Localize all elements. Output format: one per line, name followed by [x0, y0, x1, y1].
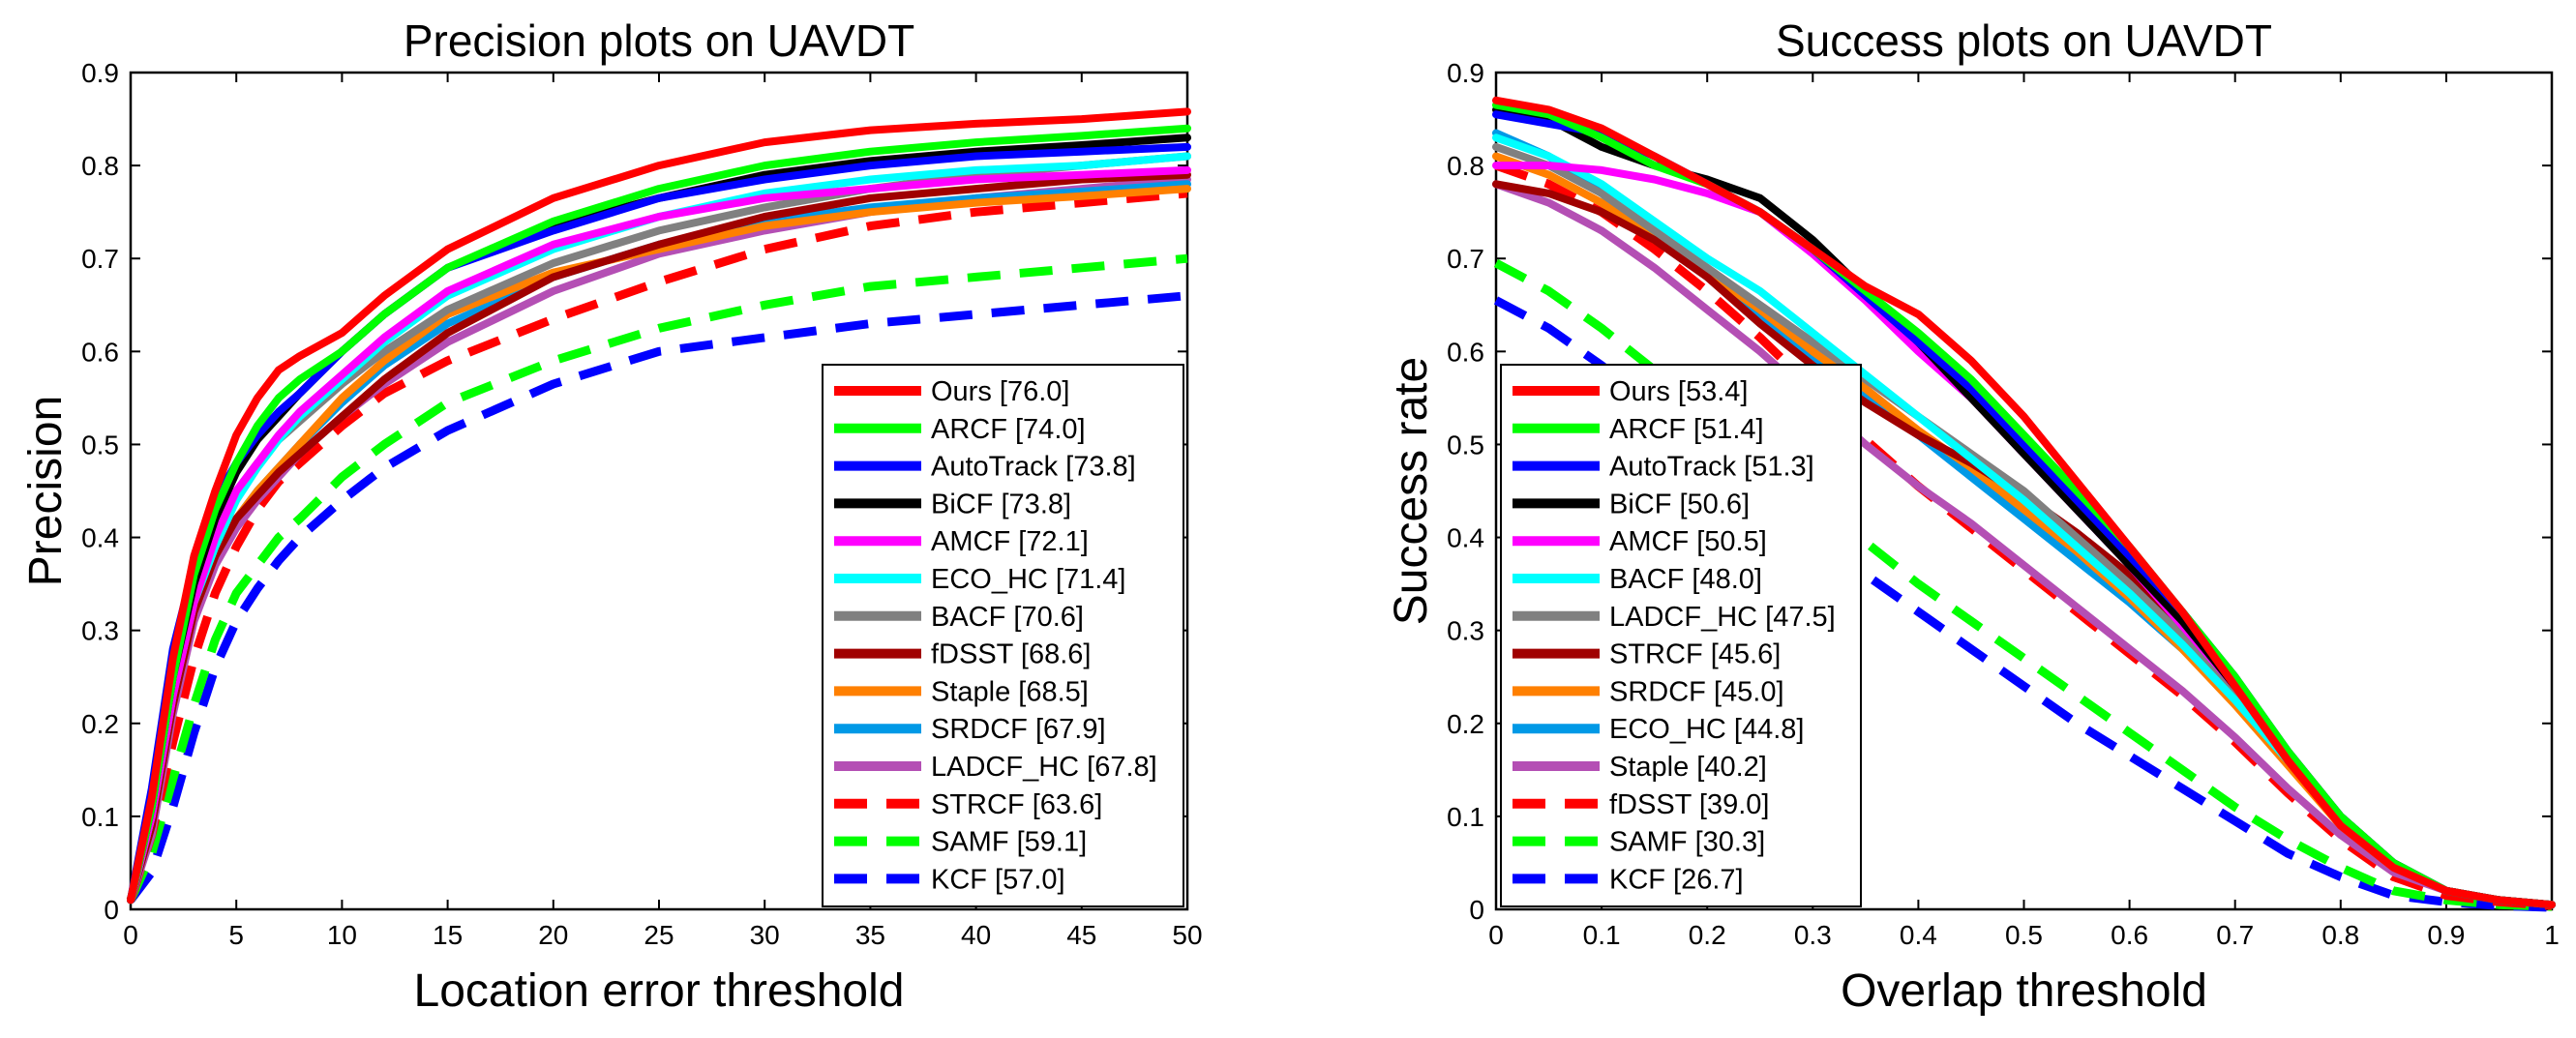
- precision-y-tick-label: 0: [104, 895, 119, 925]
- precision-series-line: [126, 253, 1188, 903]
- success-legend-label: BiCF [50.6]: [1609, 489, 1750, 519]
- success-x-axis-label: Overlap threshold: [1841, 965, 2207, 1017]
- precision-x-tick-label: 15: [433, 920, 463, 950]
- precision-y-tick-label: 0.3: [81, 616, 119, 646]
- precision-chart: 0 5 10 15 20 25 30 35 40 45 50 0 0.1 0.2 0.3 0.4 0.5 0.6 0…: [20, 15, 1203, 1017]
- precision-y-tick-label: 0.7: [81, 244, 119, 274]
- success-x-tick-label: 0.7: [2216, 920, 2254, 950]
- precision-x-tick-label: 5: [228, 920, 244, 950]
- success-series-line: [1492, 96, 2556, 909]
- success-y-tick-label: 0: [1469, 895, 1484, 925]
- precision-x-tick-label: 35: [855, 920, 885, 950]
- precision-legend-label: BACF [70.6]: [931, 602, 1084, 633]
- success-series-line: [1492, 180, 2556, 909]
- precision-x-tick-label: 10: [327, 920, 357, 950]
- precision-legend-label: Staple [68.5]: [931, 676, 1089, 707]
- precision-x-tick-label: 40: [961, 920, 991, 950]
- success-y-tick-label: 0.1: [1447, 802, 1484, 832]
- precision-series-group: [126, 107, 1191, 905]
- success-chart: 0 0.1 0.2 0.3 0.4 0.5 0.6 0.7 0.8 0.9 1 0 0.1 0.2 0.3 0…: [1386, 15, 2560, 1017]
- precision-legend: Ours [76.0] ARCF [74.0] AutoTrack [73.8] Bi…: [822, 364, 1184, 907]
- success-series-line: [1492, 101, 2556, 909]
- success-y-tick-label: 0.2: [1447, 709, 1484, 739]
- success-y-tick-label: 0.5: [1447, 430, 1484, 460]
- success-legend-label: BACF [48.0]: [1609, 564, 1762, 595]
- precision-legend-label: SRDCF [67.9]: [931, 714, 1106, 745]
- precision-x-tick-label: 50: [1172, 920, 1202, 950]
- precision-x-tick-label: 30: [750, 920, 780, 950]
- precision-y-tick-label: 0.8: [81, 151, 119, 181]
- precision-legend-label: LADCF_HC [67.8]: [931, 752, 1157, 783]
- precision-x-tick-label: 20: [538, 920, 568, 950]
- precision-y-tick-label: 0.2: [81, 709, 119, 739]
- success-y-tick-label: 0.4: [1447, 523, 1484, 553]
- precision-y-axis-label: Precision: [20, 396, 72, 586]
- success-x-tick-label: 0.3: [1794, 920, 1832, 950]
- precision-y-tick-label: 0.1: [81, 802, 119, 832]
- success-legend-label: AutoTrack [51.3]: [1609, 452, 1814, 483]
- success-legend-label: Staple [40.2]: [1609, 752, 1767, 783]
- precision-x-tick-label: 25: [644, 920, 674, 950]
- success-legend-label: LADCF_HC [47.5]: [1609, 602, 1836, 633]
- precision-legend-label: SAMF [59.1]: [931, 827, 1087, 858]
- precision-series-line: [127, 291, 1188, 904]
- success-legend-label: ECO_HC [44.8]: [1609, 714, 1804, 745]
- success-title: Success plots on UAVDT: [1776, 15, 2272, 66]
- precision-legend-label: STRCF [63.6]: [931, 789, 1102, 820]
- success-x-tick-label: 0.1: [1583, 920, 1621, 950]
- success-x-tick-label: 1: [2544, 920, 2560, 950]
- success-legend-label: SRDCF [45.0]: [1609, 676, 1784, 707]
- precision-legend-label: KCF [57.0]: [931, 864, 1065, 895]
- success-x-tick-label: 0.5: [2005, 920, 2043, 950]
- precision-legend-label: AMCF [72.1]: [931, 526, 1089, 557]
- success-x-tick-label: 0: [1488, 920, 1504, 950]
- success-legend-label: ARCF [51.4]: [1609, 414, 1764, 445]
- precision-legend-label: AutoTrack [73.8]: [931, 452, 1136, 483]
- precision-y-tick-label: 0.4: [81, 523, 119, 553]
- success-legend-label: KCF [26.7]: [1609, 864, 1744, 895]
- success-legend-label: SAMF [30.3]: [1609, 827, 1765, 858]
- success-y-tick-label: 0.8: [1447, 151, 1484, 181]
- precision-x-tick-label: 45: [1066, 920, 1096, 950]
- precision-legend-label: ARCF [74.0]: [931, 414, 1086, 445]
- success-legend-label: AMCF [50.5]: [1609, 526, 1767, 557]
- precision-legend-box: [822, 364, 1184, 907]
- success-legend: Ours [53.4] ARCF [51.4] AutoTrack [51.3] Bi…: [1500, 364, 1862, 907]
- success-x-tick-label: 0.8: [2321, 920, 2359, 950]
- precision-series-line: [127, 165, 1191, 905]
- success-legend-label: STRCF [45.6]: [1609, 639, 1781, 670]
- success-y-tick-label: 0.9: [1447, 58, 1484, 88]
- precision-y-tick-label: 0.9: [81, 58, 119, 88]
- precision-x-tick-label: 0: [123, 920, 138, 950]
- precision-title: Precision plots on UAVDT: [404, 15, 914, 66]
- success-x-tick-label: 0.4: [1900, 920, 1937, 950]
- precision-y-tick-label: 0.6: [81, 337, 119, 367]
- success-x-tick-label: 0.2: [1689, 920, 1726, 950]
- precision-series-line: [126, 189, 1188, 902]
- success-y-tick-label: 0.3: [1447, 616, 1484, 646]
- precision-legend-label: Ours [76.0]: [931, 376, 1069, 407]
- success-legend-box: [1500, 364, 1862, 907]
- success-x-tick-label: 0.6: [2111, 920, 2148, 950]
- success-y-tick-label: 0.6: [1447, 337, 1484, 367]
- success-y-tick-label: 0.7: [1447, 244, 1484, 274]
- precision-legend-label: BiCF [73.8]: [931, 489, 1071, 519]
- precision-y-tick-label: 0.5: [81, 430, 119, 460]
- precision-legend-label: fDSST [68.6]: [931, 639, 1092, 670]
- success-legend-label: Ours [53.4]: [1609, 376, 1748, 407]
- success-x-tick-label: 0.9: [2427, 920, 2465, 950]
- success-legend-label: fDSST [39.0]: [1609, 789, 1770, 820]
- precision-x-axis-label: Location error threshold: [414, 965, 905, 1017]
- success-y-axis-label: Success rate: [1386, 357, 1437, 625]
- precision-series-line: [127, 107, 1191, 905]
- precision-legend-label: ECO_HC [71.4]: [931, 564, 1125, 595]
